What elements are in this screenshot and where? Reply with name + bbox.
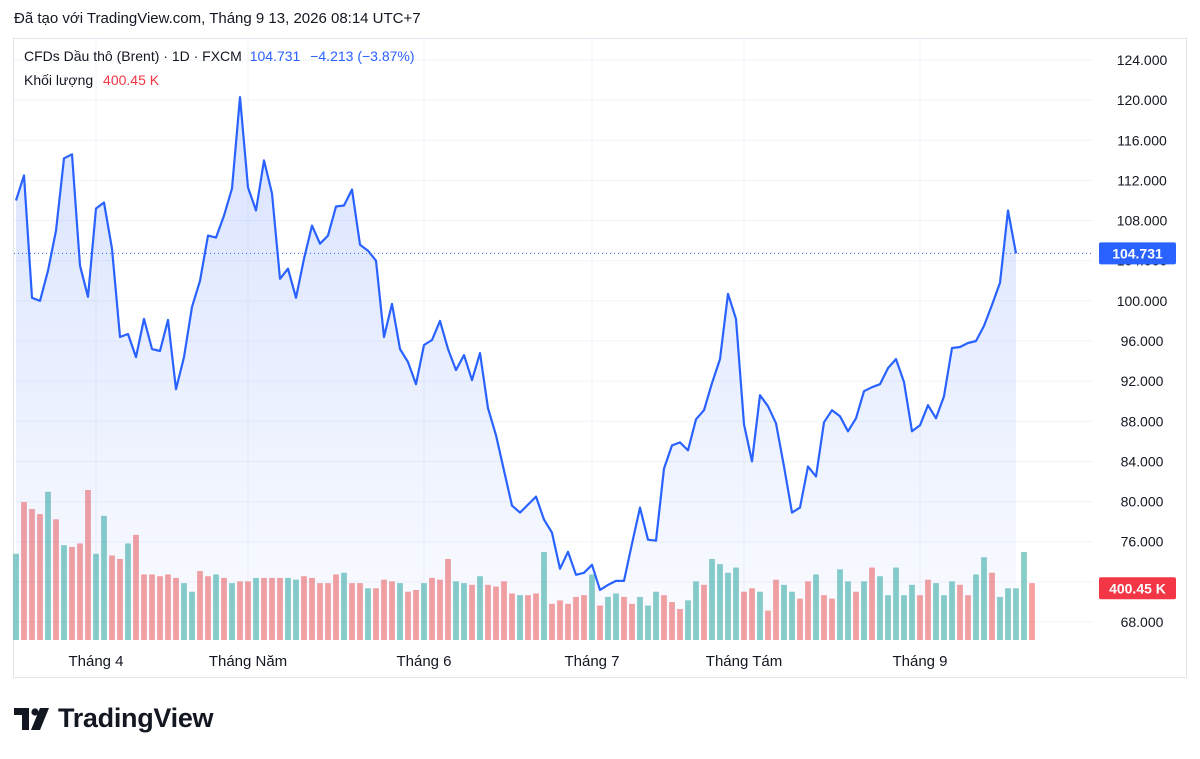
- y-tick-label: 88.000: [1121, 413, 1164, 429]
- x-tick-label: Tháng Tám: [706, 653, 782, 670]
- tradingview-wordmark: TradingView: [58, 703, 214, 733]
- created-with-caption: Đã tạo với TradingView.com, Tháng 9 13, …: [14, 10, 421, 27]
- tradingview-logo[interactable]: TradingView: [14, 703, 214, 734]
- chart-panel: [13, 38, 1187, 678]
- price-badge-label: 104.731: [1112, 245, 1163, 261]
- y-tick-label: 84.000: [1121, 453, 1164, 469]
- y-tick-label: 68.000: [1121, 614, 1164, 630]
- price-area-fill: [16, 97, 1016, 641]
- y-tick-label: 76.000: [1121, 534, 1164, 550]
- volume-label[interactable]: Khối lượng: [24, 72, 94, 88]
- y-tick-label: 108.000: [1117, 213, 1168, 229]
- volume-bar: [1021, 552, 1027, 640]
- x-tick-label: Tháng 9: [892, 653, 947, 670]
- x-tick-label: Tháng Năm: [209, 653, 287, 670]
- symbol-name[interactable]: CFDs Dầu thô (Brent) · 1D · FXCM: [24, 48, 242, 64]
- x-tick-label: Tháng 6: [396, 653, 451, 670]
- legend-volume-row: Khối lượng 400.45 K: [24, 72, 159, 88]
- y-tick-label: 100.000: [1117, 293, 1168, 309]
- y-tick-label: 116.000: [1117, 132, 1167, 148]
- x-tick-label: Tháng 4: [68, 653, 123, 670]
- y-tick-label: 120.000: [1117, 92, 1168, 108]
- volume-badge-label: 400.45 K: [1109, 580, 1166, 596]
- tradingview-logo-icon: [14, 707, 49, 730]
- volume-bar: [1029, 583, 1035, 640]
- y-tick-label: 92.000: [1121, 373, 1164, 389]
- last-price: 104.731: [249, 48, 301, 64]
- y-tick-label: 124.000: [1117, 52, 1168, 68]
- y-tick-label: 96.000: [1121, 333, 1164, 349]
- volume-value: 400.45 K: [103, 72, 160, 88]
- price-change: −4.213 (−3.87%): [310, 48, 415, 64]
- y-tick-label: 80.000: [1121, 494, 1164, 510]
- price-line[interactable]: [14, 96, 1018, 591]
- y-tick-label: 112.000: [1117, 172, 1167, 188]
- volume-badge: [1099, 577, 1176, 600]
- legend-symbol-row: CFDs Dầu thô (Brent) · 1D · FXCM 104.731…: [24, 48, 415, 64]
- price-badge: [1099, 242, 1176, 265]
- x-tick-label: Tháng 7: [564, 653, 619, 670]
